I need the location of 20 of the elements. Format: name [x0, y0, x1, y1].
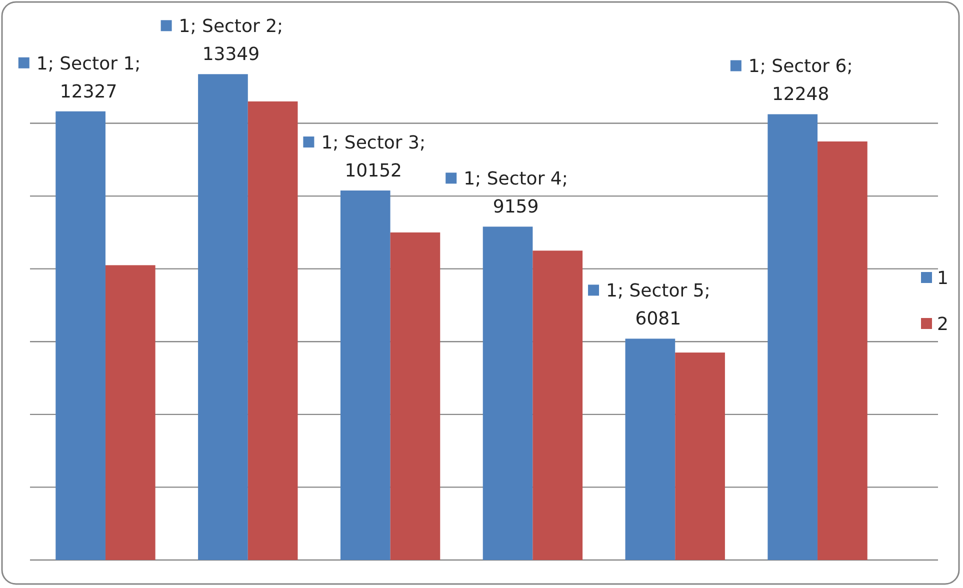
bar	[56, 111, 106, 560]
bar	[675, 352, 725, 560]
data-label: 1; Sector 4; 9159	[464, 168, 568, 218]
bar	[482, 226, 533, 560]
legend-label: 1	[937, 268, 948, 289]
bar	[105, 265, 156, 560]
data-label: 1; Sector 5; 6081	[606, 280, 710, 330]
data-label: 1; Sector 1; 12327	[36, 53, 141, 102]
data-label: 1; Sector 3; 10152	[321, 132, 426, 182]
bar	[818, 141, 868, 560]
bar	[198, 74, 248, 560]
bar	[625, 338, 676, 560]
legend-label: 2	[937, 314, 948, 335]
data-label: 1; Sector 2; 13349	[178, 16, 284, 66]
bar	[340, 190, 390, 560]
bar	[390, 232, 440, 560]
bar	[532, 250, 583, 560]
bar	[768, 114, 818, 560]
data-label: 1; Sector 6; 12248	[748, 56, 853, 106]
bar	[248, 101, 298, 560]
